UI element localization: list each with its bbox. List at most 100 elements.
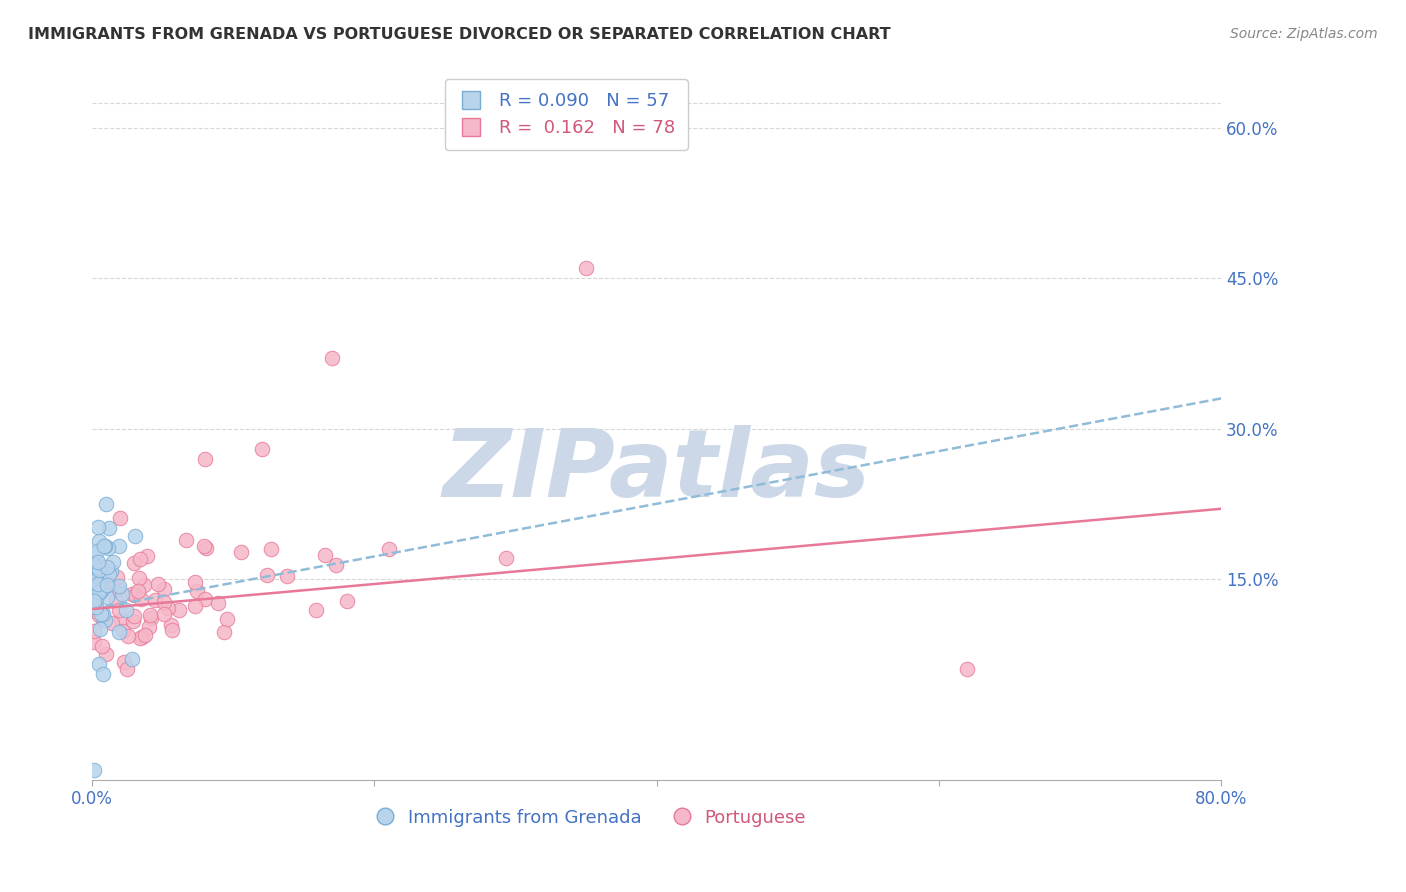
Point <box>86 560 108 574</box>
Point <box>111 624 134 639</box>
Point <box>100 565 122 579</box>
Point <box>256 568 278 582</box>
Point <box>117 662 139 676</box>
Point <box>138 619 160 633</box>
Point <box>87 563 110 577</box>
Point <box>207 596 229 610</box>
Point <box>93 539 115 553</box>
Point <box>84 604 107 618</box>
Point <box>83 556 105 570</box>
Point <box>186 583 208 598</box>
Point <box>194 541 217 555</box>
Point <box>260 541 283 556</box>
Point <box>83 547 105 561</box>
Legend: Immigrants from Grenada, Portuguese: Immigrants from Grenada, Portuguese <box>364 801 813 834</box>
Text: Source: ZipAtlas.com: Source: ZipAtlas.com <box>1230 27 1378 41</box>
Point <box>86 544 108 558</box>
Point <box>104 593 127 607</box>
Point <box>321 351 343 366</box>
Point <box>87 555 110 569</box>
Point <box>89 574 111 589</box>
Point <box>89 622 111 636</box>
Point <box>93 539 115 553</box>
Point <box>83 571 105 585</box>
Point <box>325 558 347 573</box>
Text: ZIPatlas: ZIPatlas <box>443 425 870 516</box>
Point <box>83 580 105 594</box>
Point <box>176 533 198 547</box>
Point <box>96 578 118 592</box>
Point <box>86 560 108 574</box>
Point <box>83 568 105 582</box>
Point <box>305 602 328 616</box>
Point <box>98 521 121 535</box>
Point <box>194 591 217 606</box>
Point <box>93 581 115 595</box>
Point <box>212 624 235 639</box>
Point <box>91 607 114 621</box>
Point <box>121 614 143 628</box>
Point <box>108 624 131 639</box>
Point <box>129 632 152 646</box>
Point <box>86 579 108 593</box>
Point <box>128 571 150 585</box>
Point <box>94 647 117 661</box>
Point <box>87 607 110 622</box>
Point <box>90 606 112 620</box>
Point <box>122 556 145 570</box>
Point <box>87 577 110 591</box>
Point <box>90 574 112 589</box>
Point <box>93 667 115 681</box>
Point <box>314 548 336 562</box>
Point <box>167 602 190 616</box>
Point <box>83 599 105 614</box>
Point <box>956 662 979 676</box>
Point <box>83 624 105 638</box>
Point <box>250 442 273 456</box>
Point <box>87 570 110 584</box>
Point <box>83 594 105 608</box>
Point <box>89 582 111 597</box>
Point <box>108 511 131 525</box>
Point <box>90 607 112 621</box>
Point <box>110 613 132 627</box>
Point <box>83 634 105 648</box>
Point <box>83 567 105 582</box>
Point <box>97 566 120 581</box>
Point <box>86 582 108 596</box>
Point <box>143 593 166 607</box>
Text: IMMIGRANTS FROM GRENADA VS PORTUGUESE DIVORCED OR SEPARATED CORRELATION CHART: IMMIGRANTS FROM GRENADA VS PORTUGUESE DI… <box>28 27 891 42</box>
Point <box>153 595 176 609</box>
Point <box>87 584 110 599</box>
Point <box>129 552 152 566</box>
Point <box>87 534 110 549</box>
Point <box>495 550 517 565</box>
Point <box>157 600 180 615</box>
Point <box>127 583 149 598</box>
Point <box>229 545 252 559</box>
Point <box>276 569 298 583</box>
Point <box>193 540 215 554</box>
Point <box>377 541 399 556</box>
Point <box>159 618 181 632</box>
Point <box>107 582 129 596</box>
Point <box>86 600 108 615</box>
Point <box>96 560 118 574</box>
Point <box>134 628 156 642</box>
Point <box>112 655 135 669</box>
Point <box>136 549 159 563</box>
Point <box>108 540 131 554</box>
Point <box>83 600 105 615</box>
Point <box>124 609 146 624</box>
Point <box>89 657 111 672</box>
Point <box>132 578 155 592</box>
Point <box>90 639 112 653</box>
Point <box>117 629 139 643</box>
Point <box>94 613 117 627</box>
Point <box>84 566 107 581</box>
Point <box>183 575 205 590</box>
Point <box>89 558 111 573</box>
Point <box>84 586 107 600</box>
Point <box>96 574 118 589</box>
Point <box>94 572 117 586</box>
